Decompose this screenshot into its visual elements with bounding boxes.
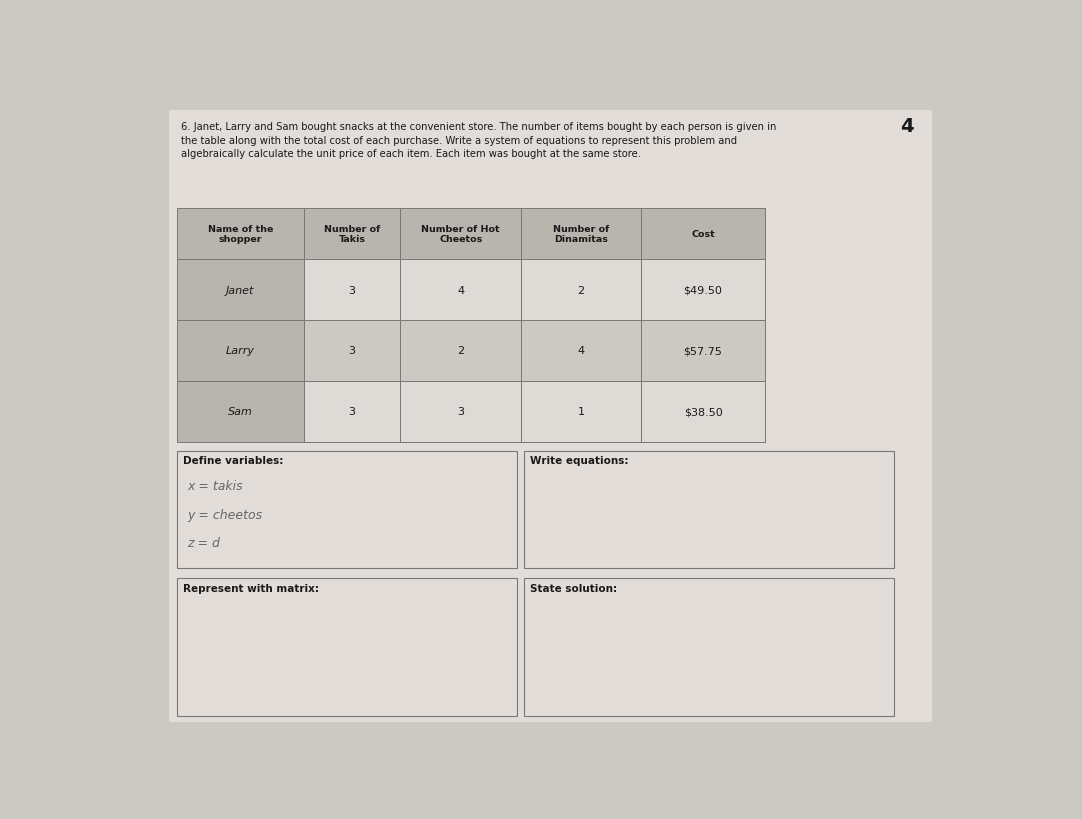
Bar — [177, 209, 304, 260]
Bar — [304, 260, 400, 321]
Text: $38.50: $38.50 — [684, 407, 723, 417]
Bar — [520, 382, 642, 442]
Text: State solution:: State solution: — [530, 583, 618, 593]
Text: Cost: Cost — [691, 230, 715, 239]
Bar — [304, 209, 400, 260]
Bar — [304, 382, 400, 442]
Text: Represent with matrix:: Represent with matrix: — [183, 583, 319, 593]
Text: 4: 4 — [578, 346, 584, 356]
Bar — [642, 382, 765, 442]
Bar — [400, 321, 520, 382]
Text: 4: 4 — [900, 117, 913, 136]
Text: 2: 2 — [578, 285, 584, 296]
Text: 2: 2 — [457, 346, 464, 356]
Bar — [177, 321, 304, 382]
Text: $49.50: $49.50 — [684, 285, 723, 296]
Bar — [520, 321, 642, 382]
Bar — [400, 209, 520, 260]
Bar — [400, 260, 520, 321]
Text: 1: 1 — [578, 407, 584, 417]
Bar — [177, 578, 517, 717]
Text: Number of
Dinamitas: Number of Dinamitas — [553, 224, 609, 244]
Bar — [177, 451, 517, 568]
Bar — [520, 209, 642, 260]
Text: z = d: z = d — [187, 536, 220, 550]
Text: 3: 3 — [458, 407, 464, 417]
Bar — [177, 260, 304, 321]
Text: Write equations:: Write equations: — [530, 456, 629, 466]
Text: Define variables:: Define variables: — [183, 456, 283, 466]
Text: 3: 3 — [348, 346, 356, 356]
Text: Number of Hot
Cheetos: Number of Hot Cheetos — [421, 224, 500, 244]
Text: Name of the
shopper: Name of the shopper — [208, 224, 273, 244]
Text: 6. Janet, Larry and Sam bought snacks at the convenient store. The number of ite: 6. Janet, Larry and Sam bought snacks at… — [182, 122, 777, 159]
Text: 3: 3 — [348, 407, 356, 417]
Bar — [400, 382, 520, 442]
Bar — [525, 578, 895, 717]
Bar — [642, 209, 765, 260]
Text: 3: 3 — [348, 285, 356, 296]
Text: Number of
Takis: Number of Takis — [324, 224, 380, 244]
Text: y = cheetos: y = cheetos — [187, 508, 262, 521]
Bar — [177, 382, 304, 442]
Bar — [642, 321, 765, 382]
Text: Janet: Janet — [226, 285, 254, 296]
Text: $57.75: $57.75 — [684, 346, 723, 356]
Bar — [642, 260, 765, 321]
Text: x = takis: x = takis — [187, 480, 242, 493]
Text: Sam: Sam — [228, 407, 253, 417]
Bar — [525, 451, 895, 568]
Bar — [520, 260, 642, 321]
Text: 4: 4 — [457, 285, 464, 296]
Bar — [304, 321, 400, 382]
Text: Larry: Larry — [226, 346, 255, 356]
